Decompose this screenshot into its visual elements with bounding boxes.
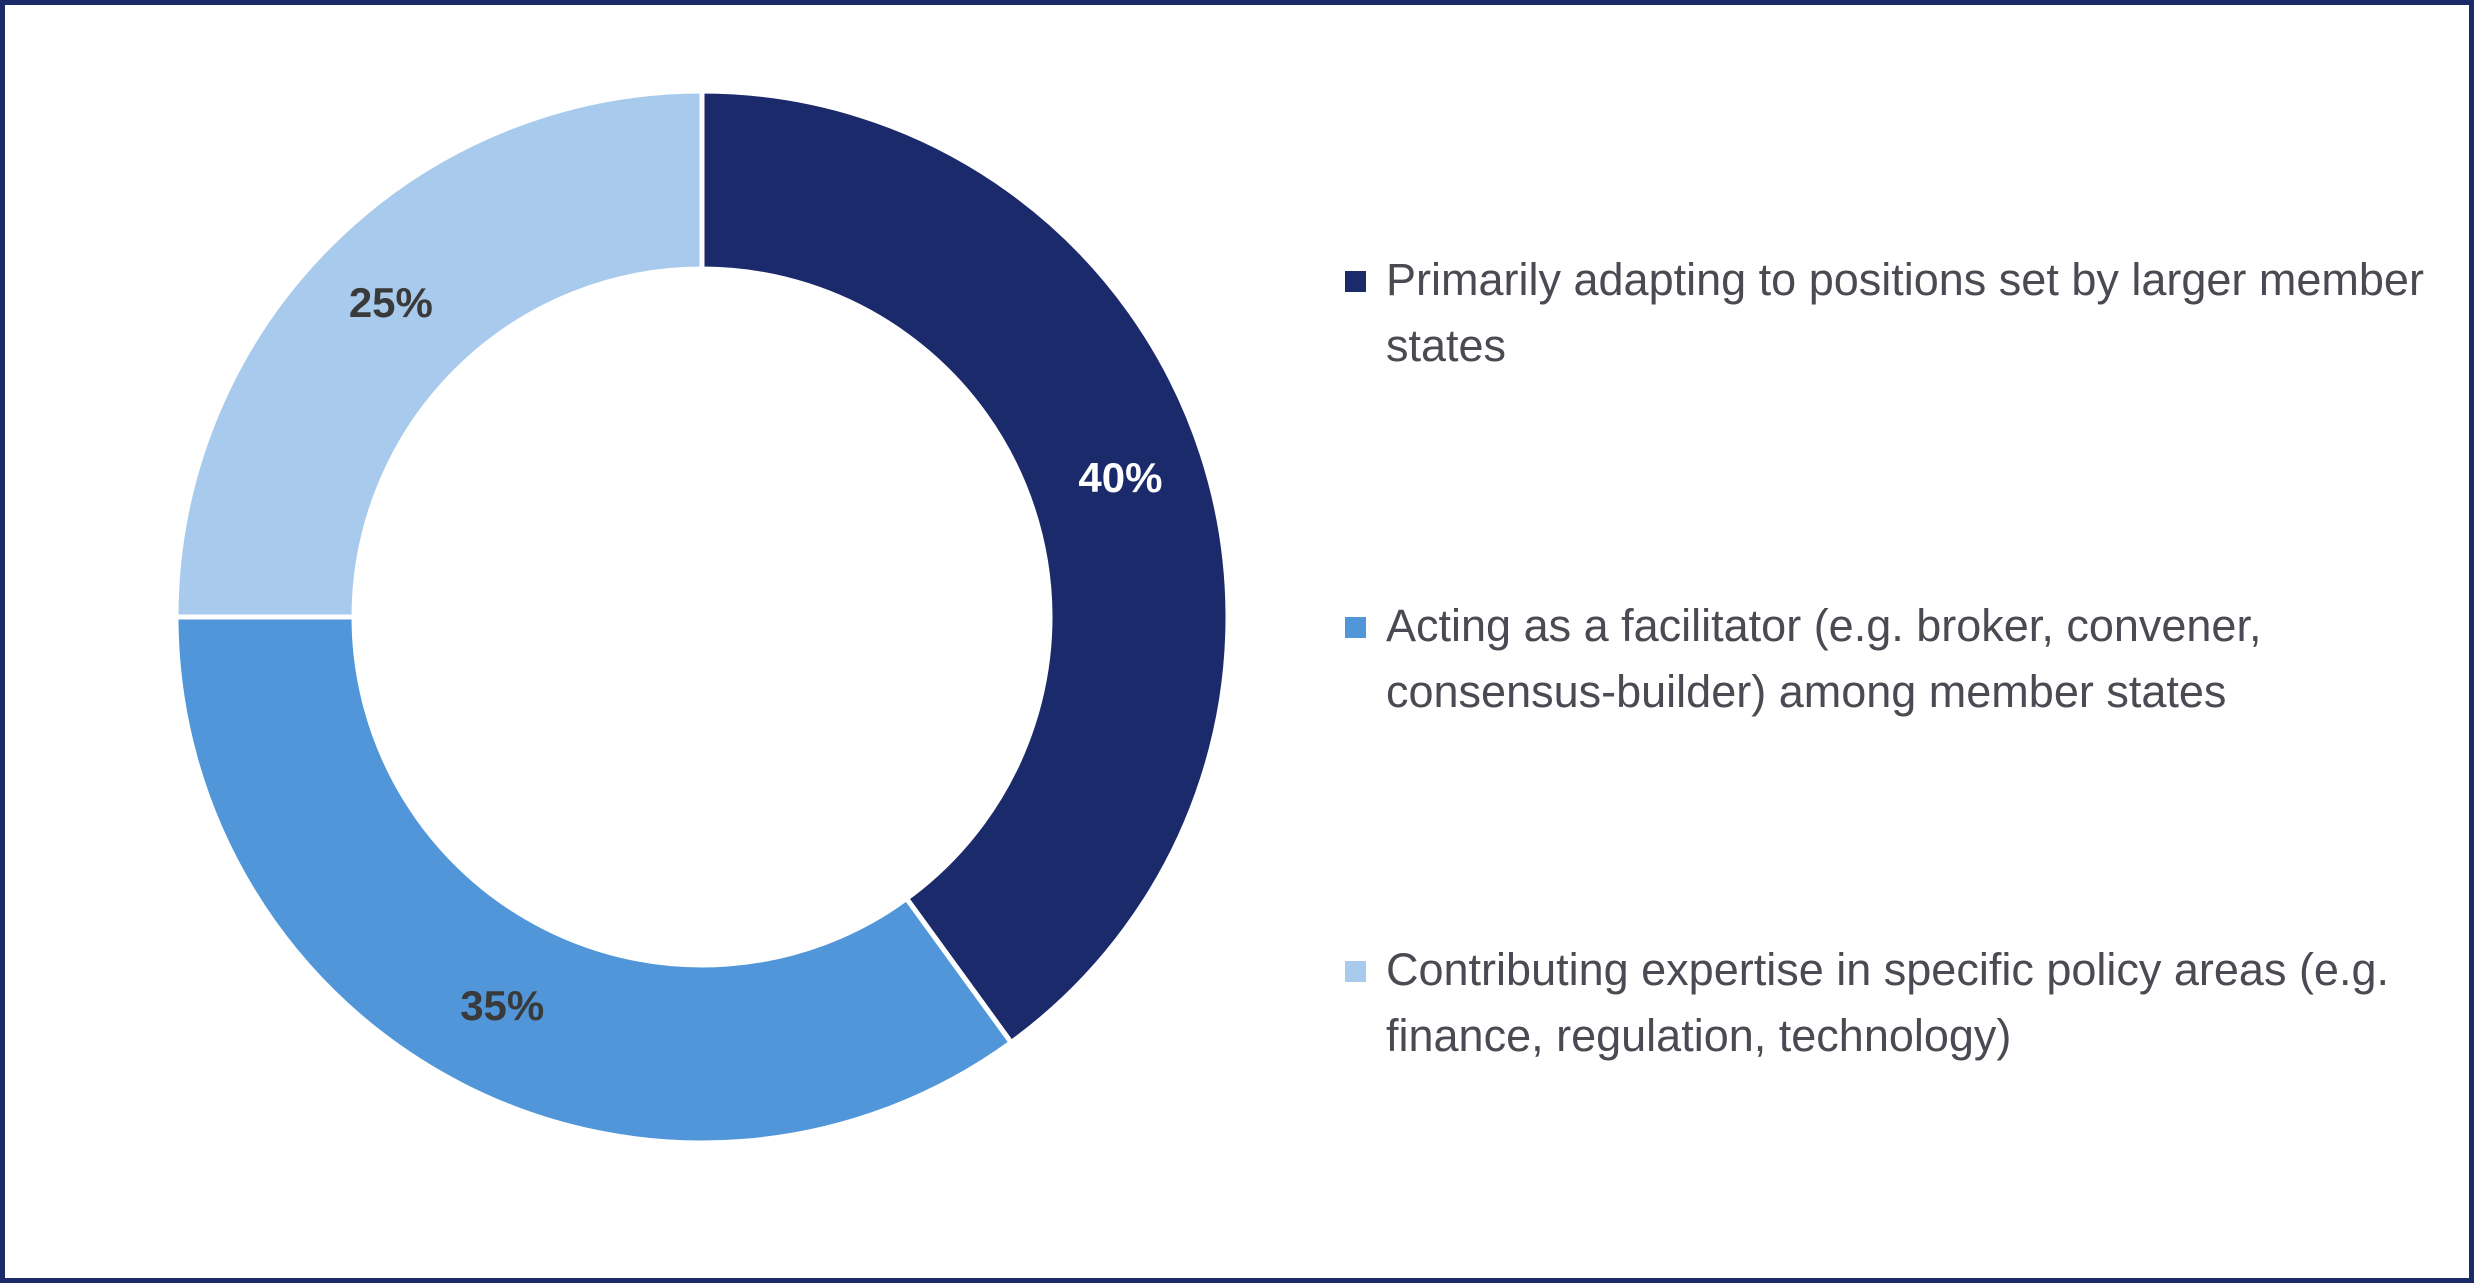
- donut-slice-adapting: [699, 88, 1231, 1047]
- legend-swatch-expertise: [1345, 961, 1366, 982]
- donut-slice-expertise: [173, 88, 705, 620]
- legend-swatch-adapting: [1345, 271, 1366, 292]
- legend-item-expertise: Contributing expertise in specific polic…: [1345, 937, 2466, 1069]
- legend-label-adapting: Primarily adapting to positions set by l…: [1386, 254, 2424, 371]
- legend-item-adapting: Primarily adapting to positions set by l…: [1345, 247, 2466, 379]
- donut-chart: 40% 35% 25%: [173, 88, 1231, 1146]
- legend-label-facilitator: Acting as a facilitator (e.g. broker, co…: [1386, 600, 2262, 717]
- slice-value-label-facilitator: 35%: [460, 982, 544, 1029]
- slice-value-label-expertise: 25%: [349, 279, 433, 326]
- slice-value-label-adapting: 40%: [1078, 454, 1162, 501]
- legend-swatch-facilitator: [1345, 617, 1366, 638]
- donut-slice-facilitator: [173, 614, 1015, 1146]
- legend-item-facilitator: Acting as a facilitator (e.g. broker, co…: [1345, 593, 2466, 725]
- legend-label-expertise: Contributing expertise in specific polic…: [1386, 944, 2389, 1061]
